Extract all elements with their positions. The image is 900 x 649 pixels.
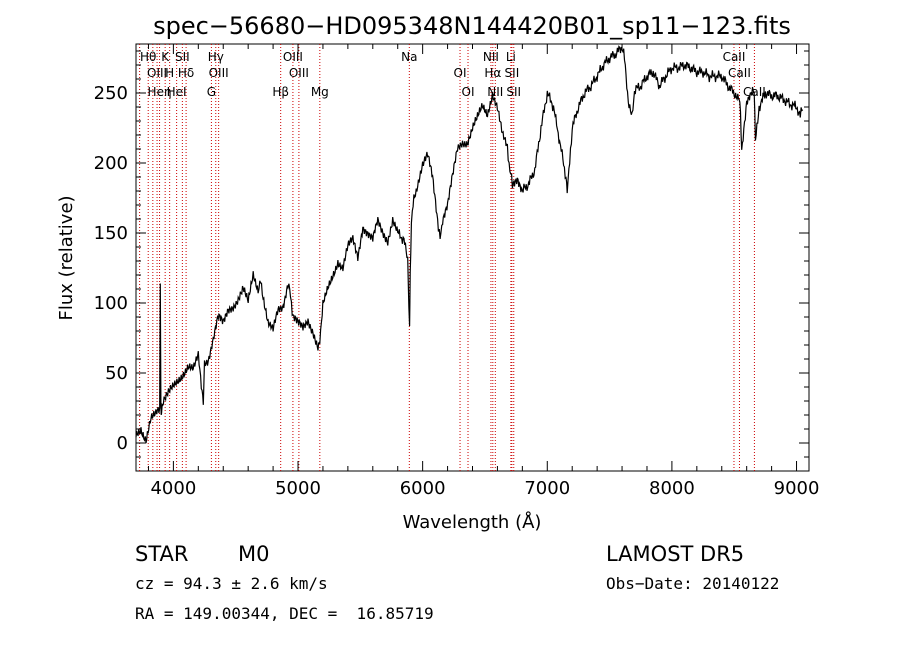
marker-label: Li: [506, 50, 516, 64]
spectrum-line: [135, 45, 804, 444]
marker-label: NII: [483, 50, 499, 64]
object-class: STAR: [135, 542, 189, 566]
y-axis-ticks: 0 50 100 150 200 250: [94, 50, 809, 458]
marker-label: OIII: [283, 50, 303, 64]
marker-label: Na: [401, 50, 417, 64]
x-axis-ticks: 4000 5000 6000 7000 8000 9000: [147, 44, 820, 499]
y-axis-label: Flux (relative): [56, 195, 77, 320]
marker-label: NII: [487, 85, 503, 99]
marker-label: Hβ: [272, 85, 289, 99]
coordinates: RA = 149.00344, DEC = 16.85719: [135, 604, 434, 623]
marker-label: Hα: [484, 66, 501, 80]
marker-label: Hδ: [178, 66, 194, 80]
marker-label: OIII: [289, 66, 309, 80]
marker-label: CaII: [728, 66, 751, 80]
marker-label: H: [165, 66, 174, 80]
marker-label: Hγ: [208, 50, 224, 64]
y-tick-label: 50: [105, 363, 128, 384]
emission-line-markers: [139, 44, 755, 471]
marker-label: OI: [454, 66, 467, 80]
survey-name: LAMOST DR5: [606, 542, 745, 566]
marker-label: Mg: [311, 85, 329, 99]
marker-label: Heη: [148, 85, 172, 99]
marker-label: CaII: [723, 50, 746, 64]
marker-label: OI: [462, 85, 475, 99]
y-tick-label: 150: [94, 223, 128, 244]
y-tick-label: 100: [94, 293, 128, 314]
marker-label: SII: [506, 85, 521, 99]
y-tick-label: 0: [117, 433, 128, 454]
marker-label: OIII: [209, 66, 229, 80]
x-tick-label: 4000: [150, 478, 196, 499]
marker-label: SII: [175, 50, 190, 64]
x-tick-label: 9000: [774, 478, 820, 499]
marker-label: OIII: [147, 66, 167, 80]
marker-label: Hθ: [140, 50, 156, 64]
x-tick-label: 6000: [400, 478, 446, 499]
x-tick-label: 5000: [275, 478, 321, 499]
marker-label: HeI: [167, 85, 187, 99]
object-subclass: M0: [238, 542, 270, 566]
x-axis-label: Wavelength (Å): [403, 511, 542, 533]
marker-label: CaII: [743, 85, 766, 99]
x-tick-label: 8000: [649, 478, 695, 499]
marker-label: G: [207, 85, 216, 99]
plot-frame: [135, 43, 810, 472]
observation-date: Obs−Date: 20140122: [606, 574, 780, 593]
y-tick-label: 250: [94, 83, 128, 104]
redshift-velocity: cz = 94.3 ± 2.6 km/s: [135, 574, 328, 593]
y-tick-label: 200: [94, 153, 128, 174]
emission-line-labels: HθOIIIHeηKHHeISIIHδGHγOIIIHβOIIIOIIIMgNa…: [140, 50, 766, 99]
marker-label: K: [161, 50, 170, 64]
chart-title: spec−56680−HD095348N144420B01_sp11−123.f…: [153, 12, 791, 40]
marker-label: SII: [505, 66, 520, 80]
x-tick-label: 7000: [524, 478, 570, 499]
